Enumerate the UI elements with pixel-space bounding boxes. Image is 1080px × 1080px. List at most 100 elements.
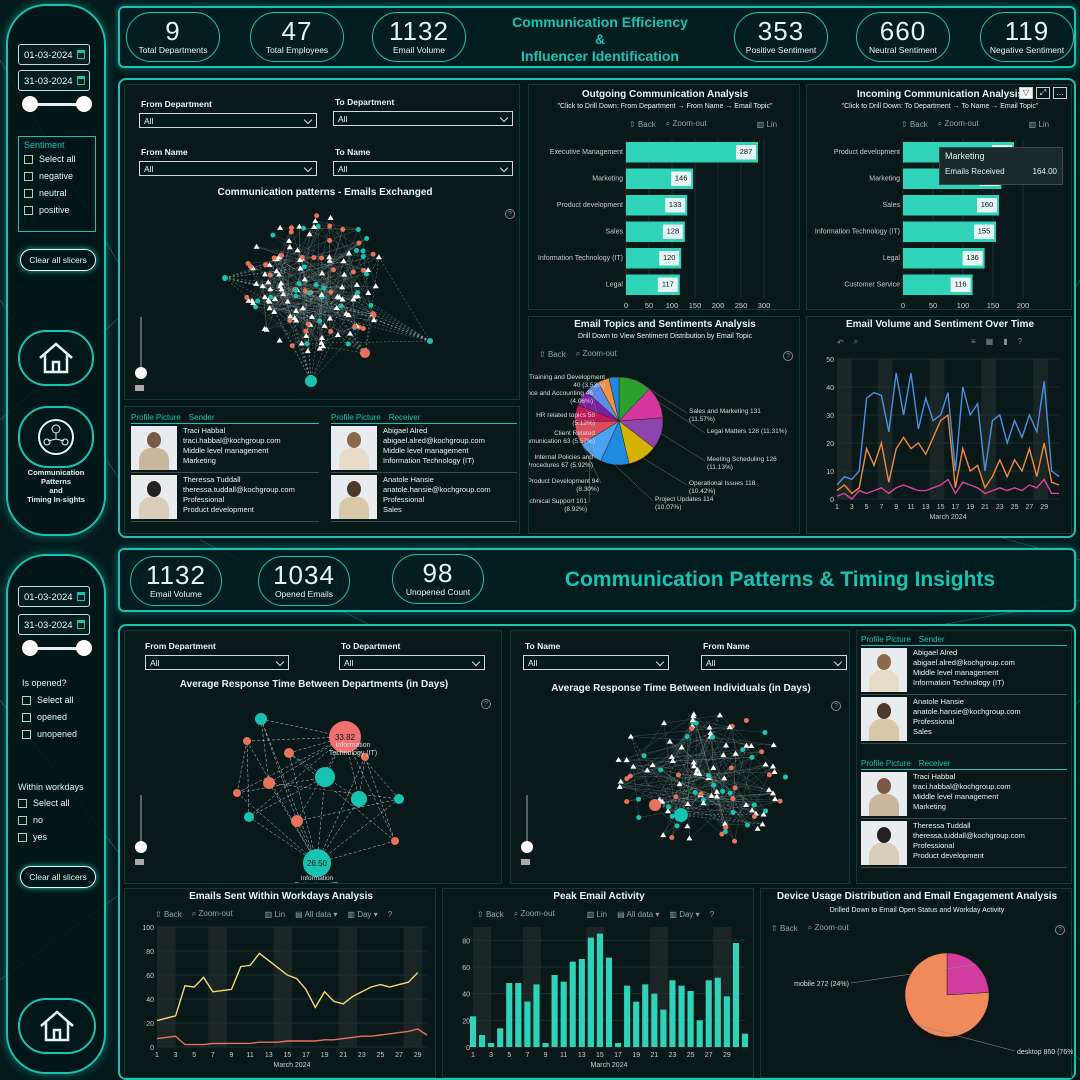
table-row[interactable]: Anatole Hansie anatole.hansie@kochgroup.c… (331, 473, 517, 522)
zoom-out-button[interactable]: ⌕ Zoom-out (665, 119, 707, 128)
slider-end-handle[interactable] (76, 96, 92, 112)
table-row[interactable]: Theressa Tuddall theressa.tuddall@kochgro… (131, 473, 319, 522)
workdays-option[interactable]: no (18, 815, 104, 825)
help-icon[interactable]: ? (1055, 925, 1065, 935)
outgoing-bar-chart[interactable]: 0 50 100 150 200 250 300 Executive Management 28… (529, 133, 801, 309)
back-button[interactable]: ⇧ Back (539, 349, 566, 359)
date-from-input[interactable]: 01-03-2024 (18, 586, 90, 607)
day-dropdown[interactable]: ▥ Day ▾ (669, 909, 700, 919)
from-name-dropdown[interactable]: All (701, 655, 847, 670)
list-icon[interactable]: ≡ (971, 337, 976, 346)
checkbox[interactable] (24, 154, 33, 164)
calendar-icon[interactable]: ▦ (985, 337, 994, 346)
help-icon[interactable]: ? (387, 909, 393, 919)
checkbox[interactable] (18, 815, 27, 825)
date-to-input[interactable]: 31-03-2024 (18, 70, 90, 91)
opened-option[interactable]: opened (22, 712, 106, 722)
checkbox[interactable] (22, 729, 31, 739)
back-icon[interactable]: ↶ (837, 337, 844, 347)
from-department-dropdown[interactable]: All (145, 655, 289, 670)
sentiment-option[interactable]: positive (24, 205, 90, 215)
home-button[interactable] (18, 998, 96, 1054)
opened-option[interactable]: unopened (22, 729, 106, 739)
all-data-dropdown[interactable]: ▤ All data ▾ (295, 909, 338, 919)
checkbox[interactable] (18, 798, 27, 808)
checkbox[interactable] (22, 695, 31, 705)
help-icon[interactable]: ? (481, 699, 491, 709)
all-data-dropdown[interactable]: ▤ All data ▾ (617, 909, 660, 919)
sentiment-option[interactable]: negative (24, 171, 90, 181)
date-from-input[interactable]: 01-03-2024 (18, 44, 90, 65)
help-icon[interactable]: ? (709, 909, 715, 919)
filter-icon[interactable]: ▽ (1019, 87, 1033, 99)
table-row[interactable]: Abigael Alred abigael.alred@kochgroup.com… (861, 646, 1067, 695)
lin-toggle[interactable]: ▥ Lin (1028, 119, 1050, 129)
checkbox[interactable] (22, 712, 31, 722)
sentiment-option[interactable]: neutral (24, 188, 90, 198)
day-dropdown[interactable]: ▥ Day ▾ (347, 909, 378, 919)
lin-toggle[interactable]: ▥ Lin (264, 909, 286, 919)
date-to-input[interactable]: 31-03-2024 (18, 614, 90, 635)
table-row[interactable]: Theressa Tuddall theressa.tuddall@kochgro… (861, 819, 1067, 868)
help-icon[interactable]: ? (783, 351, 793, 361)
back-button[interactable]: ⇧ Back (155, 909, 182, 919)
workdays-option[interactable]: yes (18, 832, 104, 842)
help-icon[interactable]: ? (831, 701, 841, 711)
workdays-option[interactable]: Select all (18, 798, 104, 808)
calendar-icon[interactable] (77, 620, 85, 629)
back-button[interactable]: ⇧ Back (477, 909, 504, 919)
clear-slicers-button[interactable]: Clear all slicers (20, 866, 96, 888)
zoom-out-button[interactable]: ⌕ Zoom-out (937, 119, 979, 128)
more-options-icon[interactable]: … (1053, 87, 1067, 99)
zoom-slider[interactable] (517, 791, 547, 871)
nav-communication-patterns-button[interactable] (18, 406, 94, 468)
checkbox[interactable] (24, 171, 33, 181)
zoom-icon[interactable]: ⌕ (853, 337, 859, 346)
zoom-out-button[interactable]: ⌕ Zoom-out (191, 909, 233, 918)
zoom-out-button[interactable]: ⌕ Zoom-out (575, 349, 617, 358)
zoom-slider[interactable] (133, 311, 163, 401)
home-button[interactable] (18, 330, 94, 386)
table-row[interactable]: Abigael Alred abigael.alred@kochgroup.com… (331, 424, 517, 473)
table-row[interactable]: Traci Habbal traci.habbal@kochgroup.com Mi… (131, 424, 319, 473)
to-name-dropdown[interactable]: All (333, 161, 513, 176)
calendar-icon[interactable] (77, 76, 85, 85)
focus-mode-icon[interactable]: ⤢ (1036, 87, 1050, 99)
checkbox[interactable] (24, 188, 33, 198)
indiv-response-network[interactable] (591, 699, 811, 879)
table-row[interactable]: Traci Habbal traci.habbal@kochgroup.com Mi… (861, 770, 1067, 819)
zoom-out-button[interactable]: ⌕ Zoom-out (513, 909, 555, 918)
chart-type-icon[interactable]: ▮ (1003, 337, 1008, 346)
from-department-dropdown[interactable]: All (139, 113, 317, 128)
to-name-dropdown[interactable]: All (523, 655, 669, 670)
more-icon[interactable]: ? (1017, 337, 1023, 346)
clear-slicers-button[interactable]: Clear all slicers (20, 249, 96, 271)
slider-end-handle[interactable] (76, 640, 92, 656)
date-range-slider[interactable] (22, 640, 92, 656)
table-row[interactable]: Anatole Hansie anatole.hansie@kochgroup.c… (861, 695, 1067, 744)
lin-toggle[interactable]: ▥ Lin (586, 909, 608, 919)
date-range-slider[interactable] (22, 96, 92, 112)
sentiment-option[interactable]: Select all (24, 154, 90, 164)
communication-network-graph[interactable] (205, 203, 445, 393)
to-department-dropdown[interactable]: All (333, 111, 513, 126)
back-button[interactable]: ⇧ Back (771, 923, 798, 933)
zoom-out-button[interactable]: ⌕ Zoom-out (807, 923, 849, 932)
topics-pie-chart[interactable]: Sales and Marketing 131(11.57%) Legal Mat… (529, 361, 801, 533)
slider-start-handle[interactable] (22, 96, 38, 112)
device-pie-chart[interactable]: mobile 272 (24%) desktop 860 (76%) (761, 937, 1073, 1077)
back-button[interactable]: ⇧ Back (901, 119, 928, 129)
to-department-dropdown[interactable]: All (339, 655, 485, 670)
calendar-icon[interactable] (77, 50, 85, 59)
calendar-icon[interactable] (77, 592, 85, 601)
opened-option[interactable]: Select all (22, 695, 106, 705)
zoom-slider[interactable] (131, 791, 161, 871)
lin-toggle[interactable]: ▥ Lin (756, 119, 778, 129)
checkbox[interactable] (24, 205, 33, 215)
back-button[interactable]: ⇧ Back (629, 119, 656, 129)
help-icon[interactable]: ? (505, 209, 515, 219)
